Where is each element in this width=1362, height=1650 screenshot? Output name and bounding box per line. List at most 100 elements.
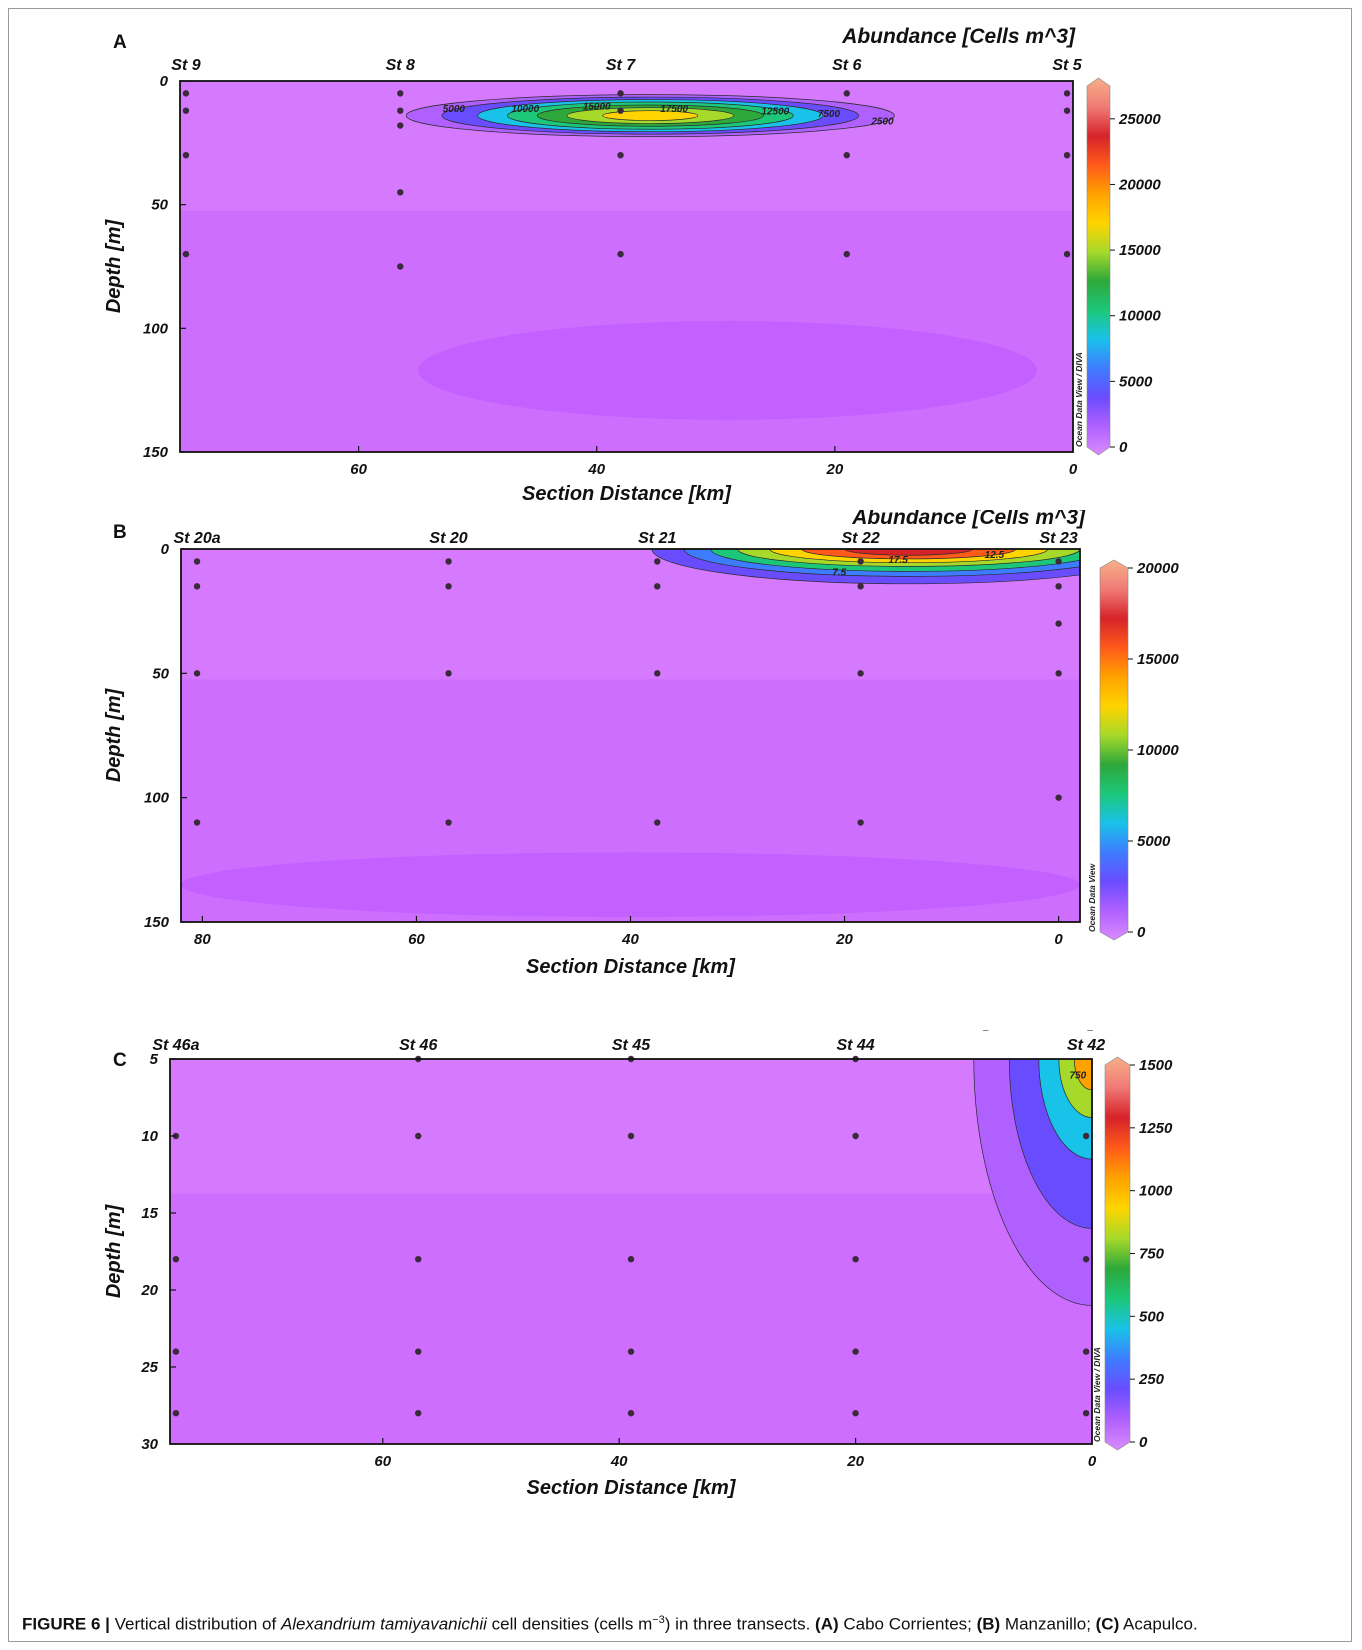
sample-point-a-3-2 — [843, 250, 850, 258]
colorbar-tick-label-b-4: 20000 — [1136, 560, 1179, 577]
colorbar-tick-label-a-1: 5000 — [1119, 373, 1153, 390]
colorbar-credit-a: Ocean Data View / DIVA — [1074, 352, 1084, 447]
station-label-c-4: St 42 — [1067, 1037, 1105, 1054]
colorbar-a — [1086, 77, 1111, 456]
caption-text-unit: cell densities (cells m — [486, 1614, 653, 1634]
caption-text-before: Vertical distribution of — [114, 1614, 281, 1634]
sample-point-b-4-0 — [1055, 558, 1062, 565]
sample-point-c-3-3 — [852, 1348, 859, 1355]
contour-label-b-1: 12.5 — [985, 550, 1005, 561]
contour-label-a-5: 7500 — [818, 109, 841, 120]
sample-point-a-2-1 — [617, 107, 624, 114]
sample-point-b-1-1 — [445, 583, 452, 590]
colorbar-tick-label-a-2: 10000 — [1119, 308, 1161, 325]
heatmap-field-c: 750 — [170, 1059, 1092, 1444]
colorbar-tick-label-b-1: 5000 — [1137, 833, 1171, 850]
panel-b: B 17.5 12.5 7.5 St 20a St 20 St 21 St 22 St 23 8… — [103, 510, 1179, 978]
station-label-b-4: St 23 — [1039, 530, 1077, 547]
colorbar-tick-label-a-3: 15000 — [1119, 242, 1161, 259]
sample-point-a-2-2 — [617, 152, 624, 159]
station-label-a-2: St 7 — [606, 57, 636, 74]
station-label-c-2: St 45 — [612, 1037, 651, 1054]
sample-point-a-2-3 — [617, 250, 624, 258]
sample-point-a-1-0 — [397, 90, 404, 97]
x-tick-label-c-2: 20 — [846, 1453, 864, 1470]
colorbar-c — [1104, 1056, 1131, 1451]
y-tick-label-a-2: 100 — [143, 320, 169, 337]
deep-zone-a — [418, 320, 1038, 420]
caption-c-text: Acapulco. — [1119, 1614, 1198, 1634]
station-label-b-1: St 20 — [429, 530, 467, 547]
sample-point-c-4-0 — [1082, 1132, 1090, 1140]
sample-point-b-2-2 — [654, 670, 661, 677]
chart-title-b: Abundance [Cells m^3] — [851, 510, 1086, 529]
sample-point-b-3-3 — [857, 819, 864, 826]
panel-letter-b: B — [113, 522, 127, 543]
sample-point-b-2-3 — [654, 819, 661, 826]
colorbar-tick-label-c-3: 750 — [1139, 1246, 1165, 1263]
plot-frame-c — [169, 1058, 1093, 1445]
sample-point-a-0-2 — [182, 152, 190, 159]
caption-b-label: (B) — [976, 1614, 1001, 1634]
y-tick-label-a-1: 50 — [151, 197, 168, 214]
station-label-b-3: St 22 — [841, 530, 879, 547]
station-label-a-1: St 8 — [386, 57, 415, 74]
deep-zone-b — [181, 852, 1080, 918]
sample-point-c-4-2 — [1082, 1348, 1090, 1355]
sample-point-a-1-4 — [397, 263, 404, 270]
contour-b-17500 — [844, 549, 974, 556]
sample-point-b-3-1 — [857, 583, 864, 590]
colorbar-tick-label-a-0: 0 — [1119, 439, 1128, 456]
sample-point-a-4-3 — [1063, 250, 1071, 258]
x-tick-label-c-0: 60 — [374, 1453, 391, 1470]
caption-text-after: ) in three transects. — [664, 1614, 816, 1634]
y-axis-label-b: Depth [m] — [103, 688, 125, 783]
panel-letter-a: A — [113, 32, 127, 53]
y-tick-label-c-4: 25 — [140, 1359, 158, 1376]
y-tick-label-c-5: 30 — [141, 1436, 158, 1453]
x-tick-label-b-3: 20 — [835, 931, 853, 948]
sample-point-b-3-0 — [857, 558, 864, 565]
x-axis-label-b: Section Distance [km] — [526, 956, 736, 978]
contour-a-17500 — [602, 110, 699, 121]
y-tick-label-a-0: 0 — [160, 73, 169, 90]
station-label-b-2: St 21 — [638, 530, 676, 547]
colorbar-credit-c: Ocean Data View / DIVA — [1092, 1347, 1102, 1442]
colorbar-tick-label-c-0: 0 — [1139, 1434, 1148, 1451]
contour-label-a-1: 10000 — [511, 104, 539, 115]
chart-title-c: Abundance [Cells m^3] — [862, 1030, 1097, 1031]
y-tick-label-c-2: 15 — [141, 1205, 158, 1222]
colorbar-tick-label-a-5: 25000 — [1118, 111, 1161, 128]
sample-point-a-4-1 — [1063, 107, 1071, 114]
sample-point-c-1-4 — [415, 1410, 422, 1417]
sample-point-b-4-2 — [1055, 620, 1062, 627]
x-tick-label-b-0: 80 — [194, 931, 211, 948]
contour-label-b-0: 17.5 — [888, 555, 908, 566]
sample-point-b-2-1 — [654, 583, 661, 590]
station-label-a-4: St 5 — [1052, 57, 1082, 74]
station-label-a-3: St 6 — [832, 57, 861, 74]
deep-layer-c — [170, 1193, 1092, 1444]
sample-point-a-1-3 — [397, 189, 404, 196]
colorbar-b — [1099, 559, 1129, 941]
sample-point-a-0-1 — [182, 107, 190, 114]
colorbar-tick-label-c-5: 1250 — [1139, 1120, 1173, 1137]
panel-letter-c: C — [113, 1050, 127, 1071]
sample-point-c-0-1 — [172, 1256, 180, 1263]
station-label-b-0: St 20a — [173, 530, 220, 547]
sample-point-b-0-1 — [193, 583, 201, 590]
sample-point-c-2-4 — [627, 1410, 635, 1417]
x-tick-label-b-1: 60 — [408, 931, 425, 948]
figure-caption: FIGURE 6 | Vertical distribution of Alex… — [22, 1614, 1342, 1635]
plot-area-c — [170, 1059, 1092, 1444]
x-tick-label-a-2: 20 — [826, 461, 844, 478]
plot-frame-a — [179, 80, 1074, 453]
colorbar-tick-label-c-4: 1000 — [1139, 1183, 1173, 1200]
sample-point-a-0-0 — [182, 90, 190, 97]
sample-point-b-4-1 — [1055, 583, 1062, 590]
colorbar-tick-label-b-3: 15000 — [1137, 651, 1179, 668]
figure-frame — [8, 8, 1352, 1642]
contour-label-a-2: 15000 — [583, 102, 611, 113]
sample-point-c-2-3 — [627, 1348, 635, 1355]
contour-label-c-0: 750 — [1069, 1070, 1086, 1081]
